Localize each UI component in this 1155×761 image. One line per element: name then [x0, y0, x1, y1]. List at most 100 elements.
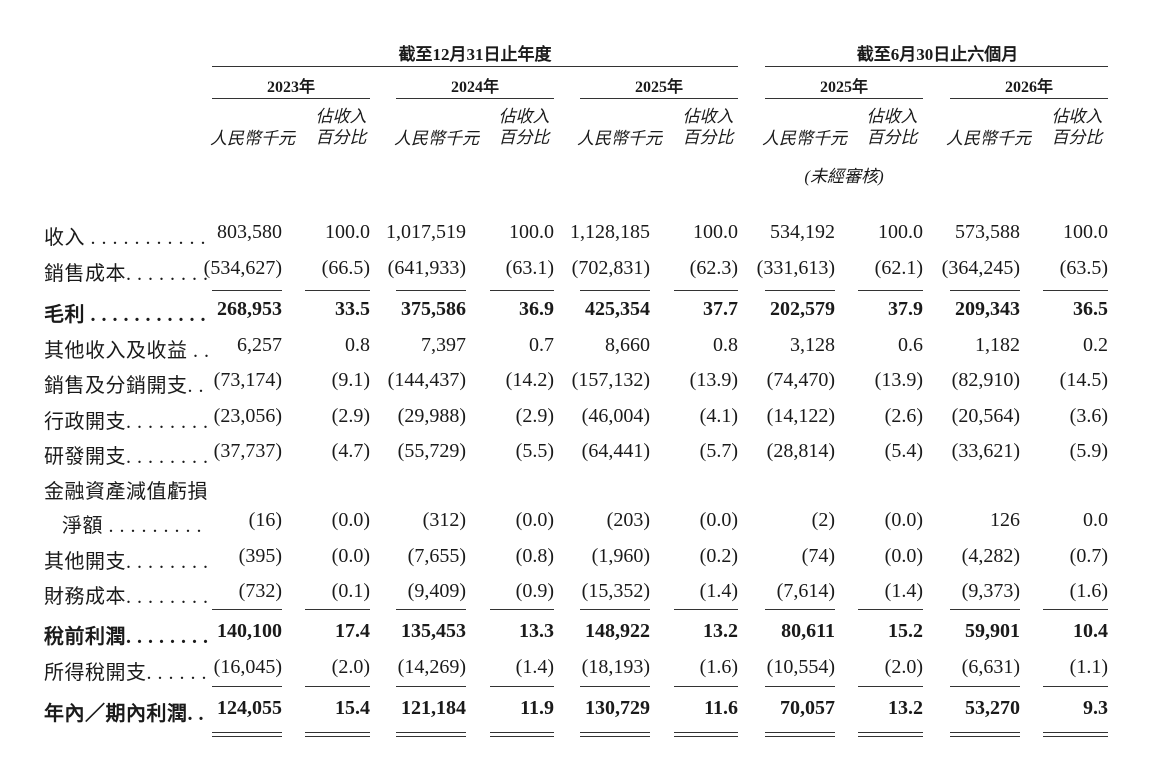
amount-cell: (18,193) — [581, 656, 650, 678]
percent-cell: 11.9 — [520, 697, 554, 719]
subtotal-rule — [858, 686, 923, 687]
subtotal-rule — [490, 609, 554, 610]
subtotal-rule — [396, 686, 466, 687]
percent-cell: (5.4) — [884, 440, 923, 462]
amount-cell: (702,831) — [571, 257, 650, 279]
subtotal-rule — [212, 686, 282, 687]
percent-cell: 37.7 — [703, 298, 738, 320]
percent-cell: 0.2 — [1083, 334, 1108, 356]
row-label: 淨額 . . . . . . . . . — [62, 515, 202, 537]
amount-cell: 6,257 — [237, 334, 282, 356]
percent-cell: 13.3 — [519, 620, 554, 642]
percent-cell: (63.1) — [505, 257, 554, 279]
percent-cell: (0.0) — [699, 509, 738, 531]
amount-cell: 124,055 — [217, 697, 282, 719]
row-label: 稅前利潤. . . . . . . . — [44, 626, 209, 648]
amount-cell: (144,437) — [387, 369, 466, 391]
subtotal-rule — [212, 290, 282, 291]
subtotal-rule — [305, 609, 370, 610]
percent-cell: (2.6) — [884, 405, 923, 427]
amount-cell: (37,737) — [213, 440, 282, 462]
percent-cell: (0.1) — [331, 580, 370, 602]
amount-cell: 534,192 — [770, 221, 835, 243]
percent-cell: (5.9) — [1069, 440, 1108, 462]
percent-cell: 0.6 — [898, 334, 923, 356]
total-double-rule — [396, 732, 466, 737]
percent-cell: (1.6) — [699, 656, 738, 678]
percent-cell: 37.9 — [888, 298, 923, 320]
amount-cell: (395) — [238, 545, 282, 567]
percent-cell: (13.9) — [689, 369, 738, 391]
subtotal-rule — [490, 290, 554, 291]
amount-cell: (7,614) — [776, 580, 835, 602]
amount-cell: (28,814) — [766, 440, 835, 462]
percent-cell: (2.9) — [331, 405, 370, 427]
percent-cell: (0.0) — [884, 509, 923, 531]
amount-cell: (641,933) — [387, 257, 466, 279]
amount-cell: 375,586 — [401, 298, 466, 320]
percent-cell: 100.0 — [693, 221, 738, 243]
percent-cell: (2.9) — [515, 405, 554, 427]
amount-cell: (20,564) — [951, 405, 1020, 427]
amount-cell: (14,122) — [766, 405, 835, 427]
amount-cell: 268,953 — [217, 298, 282, 320]
percent-cell: 100.0 — [878, 221, 923, 243]
amount-cell: 80,611 — [781, 620, 835, 642]
percent-cell: 15.4 — [335, 697, 370, 719]
row-label: 財務成本. . . . . . . . — [44, 586, 209, 608]
percent-cell: 13.2 — [888, 697, 923, 719]
amount-cell: (73,174) — [213, 369, 282, 391]
pct-header: 佔收入 百分比 — [866, 107, 918, 147]
amount-cell: (2) — [811, 509, 835, 531]
percent-cell: 0.7 — [529, 334, 554, 356]
unaudited-note: (未經審核) — [804, 167, 884, 186]
subtotal-rule — [950, 290, 1020, 291]
pct-header: 佔收入 百分比 — [1051, 107, 1103, 147]
subtotal-rule — [1043, 290, 1108, 291]
percent-cell: (1.1) — [1069, 656, 1108, 678]
percent-cell: 100.0 — [509, 221, 554, 243]
percent-cell: (1.4) — [884, 580, 923, 602]
pct-header: 佔收入 百分比 — [498, 107, 550, 147]
total-double-rule — [765, 732, 835, 737]
amount-cell: (4,282) — [961, 545, 1020, 567]
amount-cell: (23,056) — [213, 405, 282, 427]
year-rule — [765, 98, 923, 99]
percent-cell: 33.5 — [335, 298, 370, 320]
percent-cell: 0.0 — [1083, 509, 1108, 531]
percent-cell: (5.7) — [699, 440, 738, 462]
amount-cell: 130,729 — [585, 697, 650, 719]
percent-cell: (14.2) — [505, 369, 554, 391]
amount-cell: 1,182 — [975, 334, 1020, 356]
subtotal-rule — [580, 290, 650, 291]
amount-cell: (16) — [248, 509, 282, 531]
amount-cell: (157,132) — [571, 369, 650, 391]
subtotal-rule — [765, 290, 835, 291]
subtotal-rule — [580, 609, 650, 610]
amount-cell: 803,580 — [217, 221, 282, 243]
percent-cell: 17.4 — [335, 620, 370, 642]
amount-unit-header: 人民幣千元 — [946, 129, 1031, 148]
amount-unit-header: 人民幣千元 — [394, 129, 479, 148]
year-rule — [212, 98, 370, 99]
percent-cell: (3.6) — [1069, 405, 1108, 427]
row-label: 銷售及分銷開支. . — [44, 375, 204, 397]
amount-cell: 8,660 — [605, 334, 650, 356]
amount-cell: 59,901 — [965, 620, 1020, 642]
row-label: 其他開支. . . . . . . . — [44, 551, 209, 573]
total-double-rule — [858, 732, 923, 737]
amount-cell: 3,128 — [790, 334, 835, 356]
amount-cell: (74) — [801, 545, 835, 567]
row-label: 毛利 . . . . . . . . . . . — [44, 304, 206, 326]
percent-cell: (1.4) — [699, 580, 738, 602]
year-header-2023: 2023年 — [266, 79, 315, 96]
amount-cell: (732) — [238, 580, 282, 602]
year-header-2026-interim: 2026年 — [1004, 79, 1053, 96]
percent-cell: 0.8 — [713, 334, 738, 356]
total-double-rule — [674, 732, 738, 737]
subtotal-rule — [674, 686, 738, 687]
amount-cell: (534,627) — [203, 257, 282, 279]
amount-cell: (312) — [422, 509, 466, 531]
amount-cell: (331,613) — [756, 257, 835, 279]
